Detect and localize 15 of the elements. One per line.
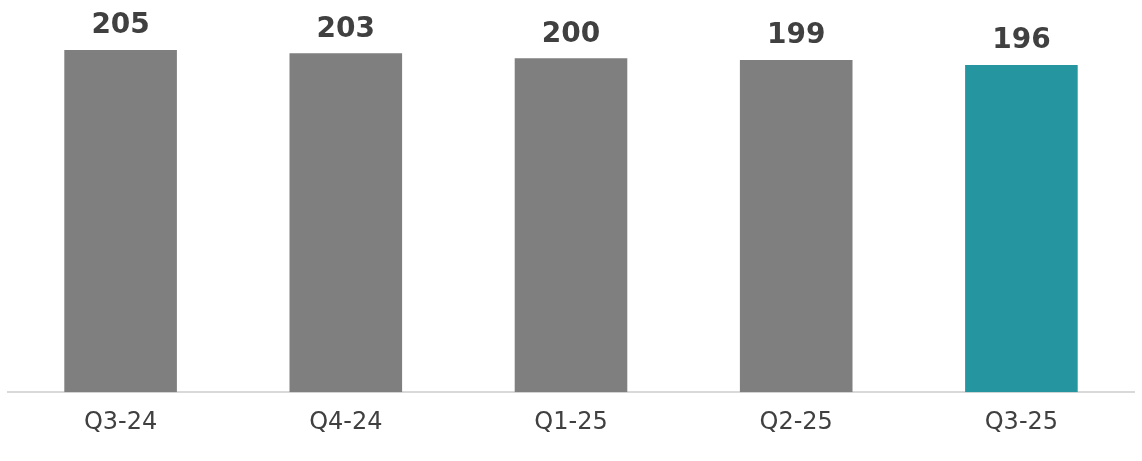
x-tick-label: Q3-25 <box>984 406 1059 435</box>
bar <box>64 50 177 393</box>
bar <box>739 60 853 393</box>
x-tick-label: Q3-24 <box>83 406 158 435</box>
x-tick-label: Q1-25 <box>534 406 608 435</box>
data-label: 199 <box>766 17 826 51</box>
bar <box>289 53 403 393</box>
bar <box>965 65 1078 393</box>
data-label: 205 <box>91 7 150 41</box>
x-tick-label: Q4-24 <box>309 406 383 435</box>
data-label: 200 <box>541 15 601 49</box>
x-tick-label: Q2-25 <box>759 406 833 435</box>
bar <box>514 58 628 393</box>
data-label: 203 <box>316 10 376 44</box>
data-label: 196 <box>992 22 1051 56</box>
